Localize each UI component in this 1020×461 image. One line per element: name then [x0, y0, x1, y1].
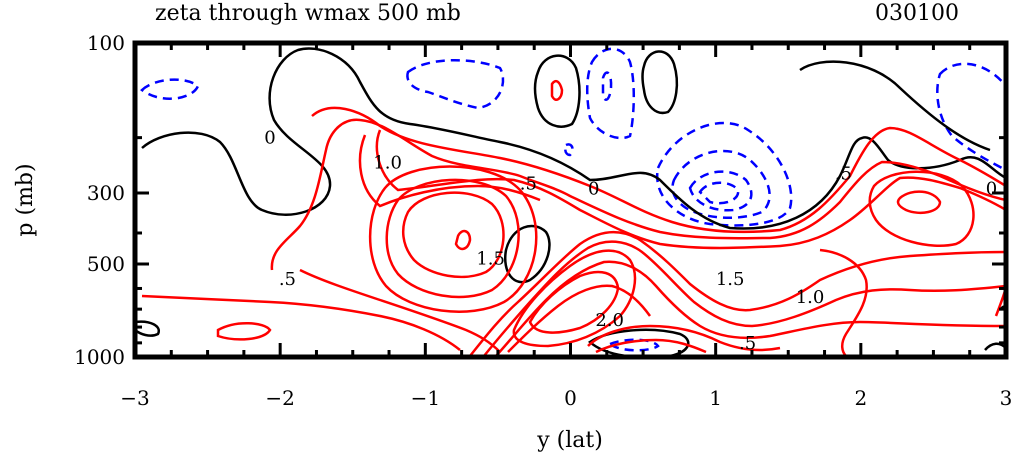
positive-contour: [512, 249, 637, 348]
x-axis-label: y (lat): [536, 428, 603, 453]
positive-contour: [401, 191, 505, 279]
negative-contour: [698, 181, 740, 205]
x-tick-label: −1: [411, 386, 440, 410]
contour-label: .5: [279, 269, 296, 290]
zero-contours: [135, 47, 1006, 357]
negative-contour: [601, 71, 613, 101]
contour-label: .5: [835, 163, 852, 184]
negative-contour: [671, 149, 771, 220]
contour-label: 1.5: [476, 248, 505, 269]
positive-contour: [270, 118, 1006, 271]
x-tick-label: 3: [1000, 386, 1013, 410]
positive-contour: [819, 248, 868, 357]
positive-contour: [385, 178, 520, 299]
negative-contour: [655, 121, 793, 227]
positive-contour: [375, 129, 1006, 250]
positive-contour: [550, 79, 564, 101]
positive-contour: [311, 106, 1006, 234]
y-tick-label: 300: [87, 181, 125, 205]
positive-contour: [595, 338, 707, 354]
contour-field: [135, 47, 1006, 357]
chart-title: zeta through wmax 500 mb: [155, 1, 461, 26]
run-id: 030100: [875, 1, 959, 26]
contour-label: 0: [986, 178, 997, 199]
negative-contour: [563, 143, 574, 157]
negative-contours: [140, 47, 1006, 352]
zero-contour: [641, 50, 679, 115]
positive-contour: [483, 240, 1006, 357]
contour-label: 1.0: [373, 153, 402, 174]
zero-contour: [799, 60, 991, 152]
x-tick-label: −3: [120, 386, 149, 410]
x-tick-label: 1: [709, 386, 722, 410]
contour-labels: 0 1.0 .5 0 .5 0 1.5 .5 1.5 1.0 2.0 .5: [264, 128, 997, 354]
positive-contour: [896, 190, 942, 214]
contour-label: .5: [520, 174, 537, 195]
negative-contour: [936, 62, 1006, 172]
positive-contour: [368, 165, 538, 313]
x-tick-label: 0: [564, 386, 577, 410]
positive-contour: [141, 294, 461, 351]
positive-contour: [358, 134, 541, 208]
negative-contour: [688, 170, 753, 212]
x-tick-label: −2: [265, 386, 294, 410]
contour-label: 2.0: [595, 310, 624, 331]
zero-contour: [533, 54, 581, 128]
positive-contour: [216, 322, 272, 341]
y-tick-label: 100: [87, 31, 125, 55]
contour-label: .5: [739, 333, 756, 354]
contour-label: 1.0: [796, 287, 825, 308]
negative-contour: [586, 47, 636, 140]
negative-contour: [140, 78, 200, 100]
x-axis: −3 −2 −1 0 1 2 3: [120, 43, 1012, 410]
zero-contour: [503, 224, 551, 284]
y-tick-label: 1000: [74, 345, 125, 369]
positive-contour: [469, 230, 1006, 357]
y-axis-label: p (mb): [13, 163, 38, 236]
positive-contours: [141, 79, 1006, 357]
y-axis: 100 300 500 1000: [74, 31, 1006, 369]
x-tick-label: 2: [854, 386, 867, 410]
negative-contour: [607, 338, 660, 352]
positive-contour: [587, 324, 781, 352]
contour-label: 0: [588, 178, 599, 199]
negative-contour: [406, 59, 505, 110]
zero-contour: [141, 47, 1006, 230]
contour-label: 1.5: [716, 269, 745, 290]
positive-contour: [454, 229, 472, 251]
zero-contour: [984, 342, 1006, 351]
positive-contour: [528, 270, 620, 334]
y-tick-label: 500: [87, 252, 125, 276]
contour-label: 0: [264, 128, 275, 149]
positive-contour: [868, 170, 975, 247]
positive-contour: [299, 268, 501, 353]
zero-contour: [135, 320, 160, 337]
